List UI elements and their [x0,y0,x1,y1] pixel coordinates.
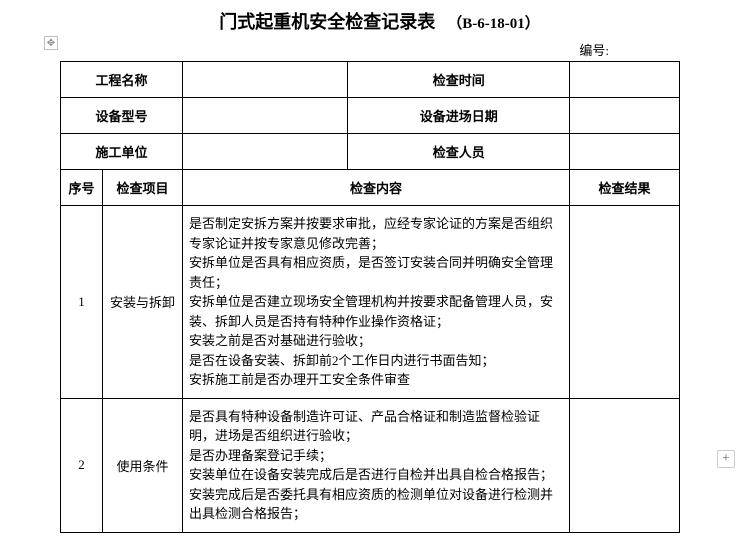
row-item: 安装与拆卸 [103,206,183,399]
info-row-3: 施工单位 检查人员 [61,134,680,170]
project-name-label: 工程名称 [61,62,183,98]
serial-label: 编号: [579,43,609,58]
equip-model-value [183,98,348,134]
equip-model-label: 设备型号 [61,98,183,134]
col-content-header: 检查内容 [183,170,570,206]
title-code: （B-6-18-01） [447,16,540,32]
table-row: 1 安装与拆卸 是否制定安拆方案并按要求审批，应经专家论证的方案是否组织专家论证… [61,206,680,399]
info-row-2: 设备型号 设备进场日期 [61,98,680,134]
page-title: 门式起重机安全检查记录表 [219,12,435,32]
col-item-header: 检查项目 [103,170,183,206]
row-result [570,206,680,399]
constructor-value [183,134,348,170]
inspector-label: 检查人员 [348,134,570,170]
row-content: 是否具有特种设备制造许可证、产品合格证和制造监督检验证明，进场是否组织进行验收；… [183,398,570,532]
col-result-header: 检查结果 [570,170,680,206]
document-page: 门式起重机安全检查记录表 （B-6-18-01） 编号: 工程名称 检查时间 设… [0,0,739,533]
info-row-1: 工程名称 检查时间 [61,62,680,98]
inspector-value [570,134,680,170]
entry-date-value [570,98,680,134]
row-content: 是否制定安拆方案并按要求审批，应经专家论证的方案是否组织专家论证并按专家意见修改… [183,206,570,399]
row-item: 使用条件 [103,398,183,532]
col-seq-header: 序号 [61,170,103,206]
side-add-button[interactable]: + [717,450,735,468]
table-row: 2 使用条件 是否具有特种设备制造许可证、产品合格证和制造监督检验证明，进场是否… [61,398,680,532]
entry-date-label: 设备进场日期 [348,98,570,134]
row-result [570,398,680,532]
table-header-row: 序号 检查项目 检查内容 检查结果 [61,170,680,206]
check-time-label: 检查时间 [348,62,570,98]
project-name-value [183,62,348,98]
inspection-table: 工程名称 检查时间 设备型号 设备进场日期 施工单位 检查人员 序号 检查项目 … [60,61,680,533]
corner-move-marker: ✥ [44,36,58,50]
title-row: 门式起重机安全检查记录表 （B-6-18-01） [60,8,699,34]
check-time-value [570,62,680,98]
constructor-label: 施工单位 [61,134,183,170]
serial-row: 编号: [60,40,699,59]
row-seq: 1 [61,206,103,399]
row-seq: 2 [61,398,103,532]
